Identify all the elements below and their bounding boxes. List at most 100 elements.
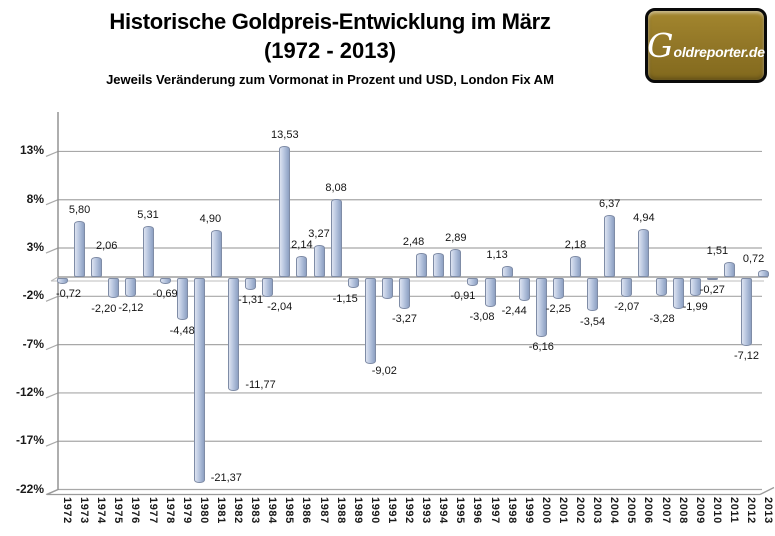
bar-value-label-1975: -2,20	[91, 302, 117, 315]
bar-value-label-2000: -6,16	[528, 341, 554, 353]
bar-value-label-2011: 1,51	[706, 245, 729, 258]
x-axis-label-1984: 1984	[266, 497, 279, 524]
bar-2012	[741, 277, 752, 346]
y-axis-label-13: 13%	[19, 143, 44, 158]
bar-1972	[57, 277, 68, 284]
bar-value-label-1989: -1,15	[332, 292, 358, 305]
bar-2010	[706, 277, 718, 280]
bar-value-label-1990: -9,02	[371, 364, 397, 377]
bar-value-label-2004: 6,37	[598, 198, 621, 211]
bar-value-label-1992: -3,27	[391, 313, 418, 326]
x-axis-label-1978: 1978	[163, 497, 176, 524]
bar-value-label-2012: -7,12	[733, 350, 760, 363]
x-axis-label-1980: 1980	[197, 497, 210, 524]
x-axis-label-1982: 1982	[232, 497, 244, 524]
bar-2008	[672, 277, 684, 309]
x-axis-label-1994: 1994	[437, 497, 450, 524]
logo-text: oldreporter.de	[673, 44, 766, 60]
bar-1982	[228, 277, 239, 391]
bar-1997	[484, 277, 496, 307]
bar-2006	[638, 229, 650, 277]
x-axis-label-1986: 1986	[300, 497, 313, 524]
bar-value-label-1981: 4,90	[199, 212, 222, 225]
bar-2013	[758, 270, 770, 277]
bar-1980	[193, 277, 205, 484]
bar-2000	[535, 277, 547, 337]
y-axis-label--12: -12%	[15, 384, 44, 399]
bar-2011	[723, 262, 735, 277]
x-axis-label-1988: 1988	[334, 497, 347, 524]
bar-value-label-1978: -0,69	[152, 288, 178, 301]
x-axis-label-1987: 1987	[317, 497, 330, 524]
bar-1977	[142, 225, 154, 277]
bar-1979	[176, 277, 188, 321]
bar-1987	[313, 245, 325, 277]
bar-1975	[108, 277, 120, 299]
x-axis-label-2000: 2000	[539, 497, 552, 524]
x-axis-label-1983: 1983	[249, 497, 262, 524]
x-axis-label-2013: 2013	[762, 497, 775, 524]
x-axis-label-1989: 1989	[351, 497, 364, 524]
x-axis-label-1992: 1992	[403, 497, 415, 524]
x-axis-label-2001: 2001	[556, 497, 569, 524]
x-axis-label-1990: 1990	[368, 497, 381, 524]
bar-1990	[364, 277, 376, 365]
logo-initial-letter: G	[647, 26, 674, 65]
bar-1993	[416, 253, 428, 277]
y-axis-label-8: 8%	[26, 191, 44, 206]
x-axis-label-1972: 1972	[61, 497, 73, 524]
bar-value-label-1998: 1,13	[486, 249, 508, 262]
bar-value-label-1985: 13,53	[271, 129, 299, 142]
bar-2003	[587, 277, 599, 312]
bar-1989	[347, 277, 359, 289]
x-axis-label-1981: 1981	[214, 497, 227, 524]
bar-2005	[621, 277, 633, 297]
bar-value-label-2013: 0,72	[742, 253, 765, 266]
x-axis-label-1973: 1973	[78, 497, 91, 524]
bar-value-label-2008: -3,28	[649, 313, 675, 326]
bar-2002	[570, 255, 581, 277]
x-axis-label-2012: 2012	[745, 497, 757, 524]
bar-value-label-1982: -11,77	[245, 379, 276, 392]
bar-value-label-1987: 3,27	[308, 228, 330, 241]
bar-value-label-1996: -0,91	[450, 290, 476, 303]
bar-value-label-1973: 5,80	[68, 203, 91, 216]
chart-title: Historische Goldpreis-Entwicklung im Mär…	[109, 9, 551, 34]
x-axis-label-2011: 2011	[727, 497, 740, 524]
bar-1973	[74, 220, 86, 277]
bar-2009	[689, 277, 701, 297]
x-axis-label-1975: 1975	[112, 497, 125, 524]
x-axis-label-2005: 2005	[625, 497, 638, 524]
chart-title-years: (1972 - 2013)	[263, 37, 397, 63]
x-axis-label-1979: 1979	[180, 497, 193, 524]
bar-value-label-2002: 2,18	[564, 238, 587, 251]
bar-1999	[518, 277, 530, 301]
x-axis-label-1976: 1976	[129, 497, 142, 524]
bar-value-label-2009: -1,99	[682, 300, 708, 313]
bar-value-label-1986: 2,14	[291, 239, 313, 252]
x-axis-label-1974: 1974	[95, 497, 108, 524]
y-axis-label--17: -17%	[15, 433, 44, 448]
x-axis-label-2010: 2010	[710, 497, 723, 524]
x-axis-label-1996: 1996	[471, 497, 484, 524]
bar-2007	[655, 277, 667, 297]
bar-value-label-1980: -21,37	[210, 471, 242, 484]
bar-2001	[552, 277, 564, 299]
bar-value-label-1974: 2,06	[95, 240, 118, 253]
bar-value-label-2010: -0,27	[699, 284, 725, 297]
bar-value-label-1983: -1,31	[238, 294, 264, 307]
bar-value-label-1984: -2,04	[267, 301, 293, 314]
bar-1995	[450, 249, 462, 277]
bar-1981	[210, 229, 222, 277]
y-axis-label--7: -7%	[22, 336, 44, 351]
x-axis-label-1995: 1995	[454, 497, 467, 524]
bar-value-label-2001: -2,25	[545, 303, 571, 316]
bar-1986	[296, 256, 308, 277]
bar-value-label-1979: -4,48	[169, 324, 195, 337]
x-axis-label-1985: 1985	[283, 497, 296, 524]
x-axis-label-2002: 2002	[574, 497, 586, 524]
